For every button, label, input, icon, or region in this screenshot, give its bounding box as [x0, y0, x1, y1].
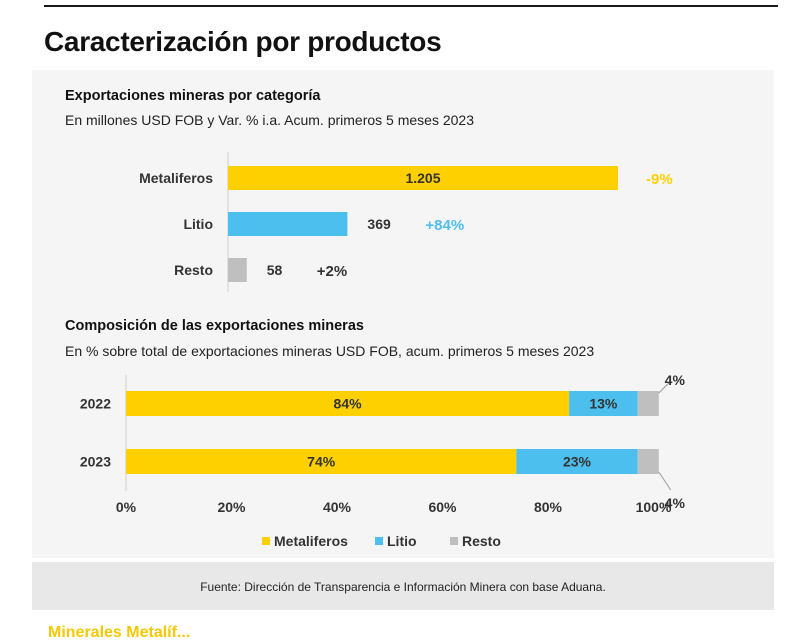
chart2-segment-label: 13%	[589, 396, 618, 412]
chart2-tick-label: 100%	[636, 499, 672, 515]
chart2-category-label: 2023	[80, 454, 111, 470]
source-bar: Fuente: Dirección de Transparencia e Inf…	[32, 562, 774, 610]
chart2-title: Composición de las exportaciones mineras	[65, 318, 364, 334]
chart2-tick-label: 20%	[217, 499, 246, 515]
chart1-change-label: +84%	[425, 217, 464, 234]
chart2-leader-line	[658, 380, 672, 394]
legend-swatch-litio	[375, 537, 383, 545]
chart1-svg: Metaliferos 1.205 -9% Litio 369 +84% Resto 58 +2…	[139, 152, 673, 292]
source-note: Fuente: Dirección de Transparencia e Inf…	[200, 580, 606, 594]
chart2-tick-label: 80%	[534, 499, 563, 515]
chart2-segment-label: 4%	[665, 495, 686, 511]
chart1-subtitle: En millones USD FOB y Var. % i.a. Acum. …	[65, 112, 475, 128]
chart2-segment-litio	[569, 391, 638, 416]
chart2-tick-label: 60%	[428, 499, 457, 515]
chart1-change-label: -9%	[646, 171, 673, 188]
legend-swatch-metaliferos	[262, 537, 270, 545]
top-rule	[44, 5, 778, 7]
chart1-value-label: 1.205	[405, 170, 440, 186]
legend-label-metaliferos: Metaliferos	[274, 533, 348, 549]
chart2-segment-litio	[516, 449, 638, 474]
chart2-segment-label: 23%	[563, 454, 592, 470]
next-section-heading-cut: Minerales Metalíf...	[48, 624, 191, 641]
chart-panel: Exportaciones mineras por categoría En m…	[32, 70, 774, 558]
chart2-segment-metaliferos	[126, 449, 517, 474]
chart1-category-label: Litio	[183, 216, 213, 232]
chart2-segment-metaliferos	[126, 391, 570, 416]
chart2-subtitle: En % sobre total de exportaciones minera…	[65, 343, 595, 359]
legend-swatch-resto	[450, 537, 458, 545]
chart1-value-label: 369	[367, 216, 391, 232]
chart1-change-label: +2%	[317, 263, 347, 280]
chart1-title: Exportaciones mineras por categoría	[65, 88, 321, 104]
chart1-category-label: Resto	[174, 262, 213, 278]
chart2-category-label: 2022	[80, 396, 111, 412]
chart1-bar	[228, 258, 247, 282]
chart1-category-label: Metaliferos	[139, 170, 213, 186]
page-title: Caracterización por productos	[44, 26, 442, 57]
chart1-bar	[228, 166, 618, 190]
chart1-value-label: 58	[267, 262, 283, 278]
chart2-segment-resto	[637, 449, 659, 474]
legend-label-litio: Litio	[387, 533, 417, 549]
chart2-leader-line	[658, 471, 672, 491]
legend-label-resto: Resto	[462, 533, 501, 549]
chart2-svg: 2022 84% 13% 4% 2023 74% 23% 4% 0% 20% 40% 60% 80% 10…	[80, 372, 686, 549]
chart2-tick-label: 0%	[116, 499, 137, 515]
chart2-segment-label: 84%	[334, 396, 363, 412]
chart2-segment-label: 4%	[665, 372, 686, 388]
chart1-bar	[228, 212, 348, 236]
chart2-segment-resto	[637, 391, 659, 416]
chart2-segment-label: 74%	[307, 454, 336, 470]
chart2-tick-label: 40%	[323, 499, 352, 515]
